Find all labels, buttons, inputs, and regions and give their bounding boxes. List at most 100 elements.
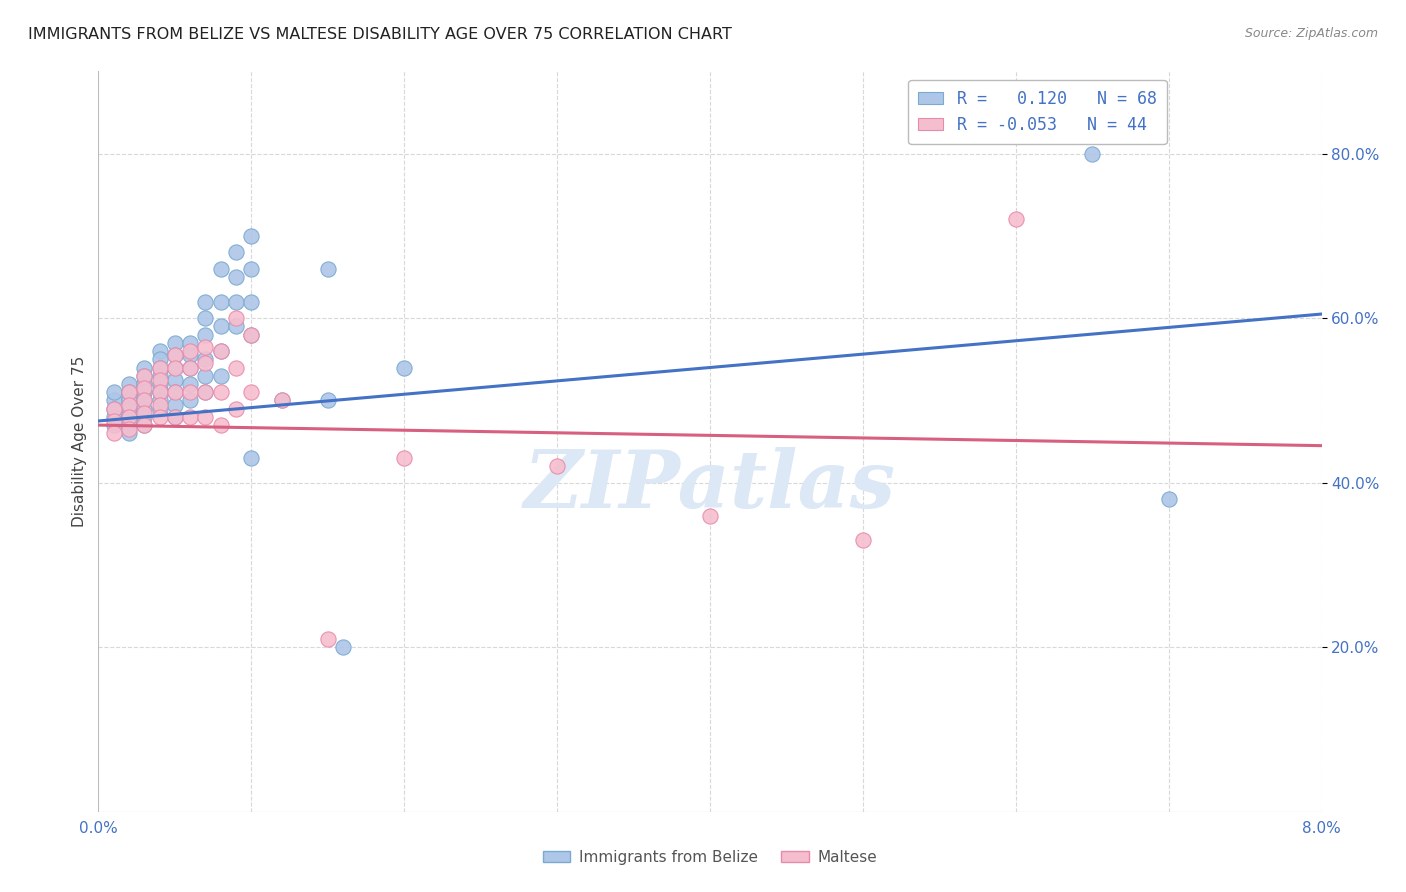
- Point: [240, 261, 263, 276]
- Point: [316, 393, 339, 408]
- Point: [240, 327, 263, 342]
- Point: [194, 352, 217, 367]
- Point: [225, 319, 247, 334]
- Point: [194, 356, 217, 370]
- Point: [134, 406, 156, 420]
- Point: [209, 261, 232, 276]
- Point: [134, 401, 156, 416]
- Point: [163, 409, 186, 424]
- Point: [1004, 212, 1026, 227]
- Point: [149, 393, 172, 408]
- Point: [149, 344, 172, 359]
- Point: [194, 385, 217, 400]
- Point: [103, 401, 125, 416]
- Point: [194, 385, 217, 400]
- Point: [149, 373, 172, 387]
- Legend: Immigrants from Belize, Maltese: Immigrants from Belize, Maltese: [537, 844, 883, 871]
- Point: [179, 335, 201, 350]
- Point: [179, 360, 201, 375]
- Point: [163, 409, 186, 424]
- Point: [225, 270, 247, 285]
- Point: [149, 385, 172, 400]
- Point: [1157, 492, 1180, 507]
- Point: [209, 418, 232, 433]
- Point: [179, 376, 201, 391]
- Point: [134, 376, 156, 391]
- Point: [240, 228, 263, 243]
- Point: [118, 393, 141, 408]
- Point: [149, 352, 172, 367]
- Point: [163, 385, 186, 400]
- Point: [225, 294, 247, 309]
- Point: [240, 385, 263, 400]
- Point: [209, 385, 232, 400]
- Point: [270, 393, 294, 408]
- Point: [179, 409, 201, 424]
- Point: [179, 348, 201, 362]
- Point: [149, 409, 172, 424]
- Point: [240, 450, 263, 465]
- Point: [103, 418, 125, 433]
- Point: [149, 401, 172, 416]
- Point: [225, 401, 247, 416]
- Point: [149, 360, 172, 375]
- Point: [179, 385, 201, 400]
- Text: IMMIGRANTS FROM BELIZE VS MALTESE DISABILITY AGE OVER 75 CORRELATION CHART: IMMIGRANTS FROM BELIZE VS MALTESE DISABI…: [28, 27, 733, 42]
- Point: [179, 393, 201, 408]
- Point: [103, 426, 125, 441]
- Point: [209, 344, 232, 359]
- Point: [149, 385, 172, 400]
- Point: [149, 376, 172, 391]
- Point: [163, 360, 186, 375]
- Point: [134, 418, 156, 433]
- Point: [149, 368, 172, 383]
- Point: [118, 401, 141, 416]
- Point: [103, 409, 125, 424]
- Point: [134, 360, 156, 375]
- Point: [149, 397, 172, 411]
- Point: [163, 385, 186, 400]
- Point: [194, 311, 217, 326]
- Point: [118, 418, 141, 433]
- Point: [179, 344, 201, 359]
- Point: [163, 348, 186, 362]
- Point: [852, 533, 875, 548]
- Point: [118, 409, 141, 424]
- Point: [546, 459, 568, 474]
- Point: [163, 397, 186, 411]
- Point: [194, 294, 217, 309]
- Point: [316, 632, 339, 646]
- Point: [209, 319, 232, 334]
- Point: [118, 385, 141, 400]
- Point: [118, 397, 141, 411]
- Point: [134, 368, 156, 383]
- Point: [134, 418, 156, 433]
- Y-axis label: Disability Age Over 75: Disability Age Over 75: [72, 356, 87, 527]
- Point: [163, 335, 186, 350]
- Point: [118, 385, 141, 400]
- Point: [149, 360, 172, 375]
- Point: [209, 294, 232, 309]
- Point: [163, 360, 186, 375]
- Point: [118, 409, 141, 424]
- Point: [316, 261, 339, 276]
- Point: [332, 640, 354, 655]
- Point: [103, 401, 125, 416]
- Point: [118, 426, 141, 441]
- Point: [194, 368, 217, 383]
- Text: ZIPatlas: ZIPatlas: [524, 447, 896, 524]
- Point: [118, 376, 141, 391]
- Point: [1081, 146, 1104, 161]
- Point: [209, 368, 232, 383]
- Point: [392, 450, 416, 465]
- Point: [103, 414, 125, 428]
- Point: [179, 360, 201, 375]
- Point: [270, 393, 294, 408]
- Point: [699, 508, 721, 523]
- Point: [240, 327, 263, 342]
- Point: [134, 393, 156, 408]
- Point: [103, 385, 125, 400]
- Point: [134, 385, 156, 400]
- Point: [240, 294, 263, 309]
- Point: [163, 348, 186, 362]
